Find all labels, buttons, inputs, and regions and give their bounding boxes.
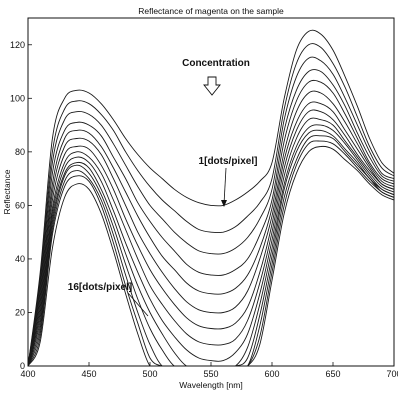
y-tick-label: 120 [10,40,25,50]
series-line-8 [28,109,394,366]
series-line-13 [28,140,394,366]
series-line-5 [28,79,394,366]
series-line-10 [28,124,394,366]
annotation-1-dots-per-pixel: 1[dots/pixel] [199,156,258,167]
annotation-16-pointer [127,292,149,317]
concentration-annotation: Concentration [182,58,250,69]
chart-title: Reflectance of magenta on the sample [138,6,284,16]
series-line-9 [28,117,394,366]
series-line-6 [28,90,394,366]
curves-layer [28,29,394,366]
y-tick-label: 20 [15,307,25,317]
x-tick-label: 450 [81,369,96,379]
series-line-3 [28,56,394,366]
concentration-arrow-icon [203,76,221,96]
series-line-14 [28,145,394,366]
x-tick-label: 650 [325,369,340,379]
series-line-7 [28,101,394,366]
y-tick-label: 80 [15,147,25,157]
ticks-layer: 400 450 500 550 600 650 700 0 20 40 60 80 100 120 [10,40,398,379]
series-line-4 [28,69,394,366]
x-axis-label: Wavelength [nm] [179,380,242,390]
plot-frame [27,17,395,367]
annotation-16-dots-per-pixel: 16[dots/pixel] [68,282,132,293]
annotation-1-arrowhead-icon [221,200,227,207]
x-tick-label: 550 [203,369,218,379]
x-tick-label: 400 [20,369,35,379]
y-axis-label: Reflectance [2,169,12,214]
y-tick-label: 100 [10,93,25,103]
series-line-12 [28,135,394,366]
annotation-1-pointer [223,167,227,205]
x-tick-label: 500 [142,369,157,379]
y-tick-label: 0 [20,361,25,371]
x-tick-label: 600 [264,369,279,379]
series-line-11 [28,129,394,366]
y-tick-label: 60 [15,200,25,210]
y-tick-label: 40 [15,254,25,264]
series-line-2 [28,43,394,366]
x-tick-label: 700 [386,369,398,379]
series-line-1 [28,29,394,366]
